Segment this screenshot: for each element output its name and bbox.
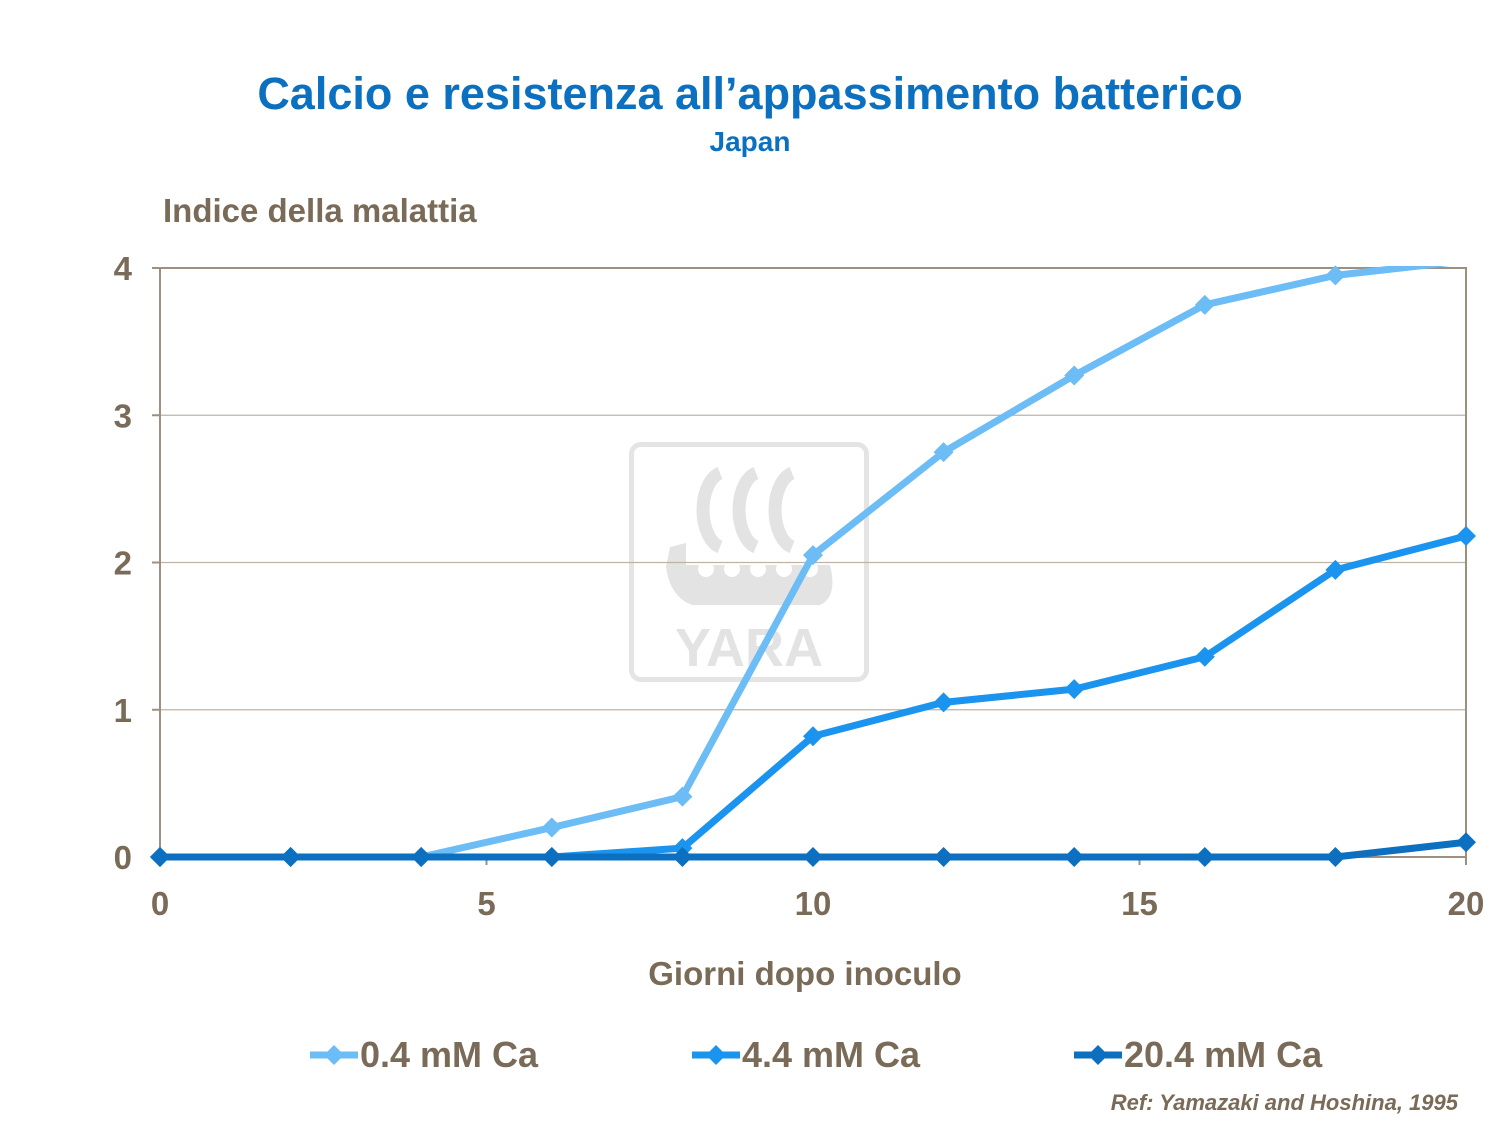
reference-note: Ref: Yamazaki and Hoshina, 1995 [1110,1090,1458,1115]
data-point-series-1 [541,817,562,838]
x-tick-label: 10 [795,885,832,922]
data-point-series-1 [933,442,954,463]
x-tick-label: 15 [1121,885,1158,922]
x-tick-label: 0 [151,885,169,922]
legend-swatch-series-3 [1074,1045,1122,1065]
legend-label-series-3: 20.4 mM Ca [1124,1034,1323,1075]
data-point-series-2 [1064,679,1085,700]
data-point-series-3 [541,847,562,867]
data-point-series-1 [672,786,693,807]
data-point-series-3 [672,847,693,867]
legend-item-series-1: 0.4 mM Ca [308,1030,538,1080]
data-point-series-3 [1064,847,1085,867]
data-point-series-3 [280,847,301,867]
data-point-series-3 [1456,832,1476,853]
data-point-series-1 [1194,294,1215,315]
data-point-series-3 [411,847,432,867]
y-tick-label: 2 [114,545,132,582]
data-point-series-2 [803,726,823,747]
data-point-series-1 [1325,265,1346,286]
y-tick-label: 1 [114,692,132,729]
legend: 0.4 mM Ca 4.4 mM Ca 20.4 mM Ca [0,1030,1500,1080]
legend-label-series-1: 0.4 mM Ca [360,1034,539,1075]
y-tick-label: 4 [114,250,133,287]
x-tick-label: 5 [477,885,495,922]
data-point-series-3 [803,847,823,867]
chart-title: Calcio e resistenza all’appassimento bat… [257,68,1243,119]
data-point-series-3 [1325,847,1346,867]
legend-swatch-series-1 [310,1045,358,1065]
x-tick-label: 20 [1448,885,1485,922]
series-line-2 [160,532,1467,861]
legend-swatch-series-2 [692,1045,740,1065]
data-point-series-3 [150,847,170,867]
data-point-series-2 [1325,559,1346,580]
chart-subtitle: Japan [709,126,791,157]
data-point-series-3 [933,847,954,867]
data-point-series-1 [803,545,823,566]
legend-item-series-3: 20.4 mM Ca [1072,1030,1322,1080]
data-point-series-1 [1064,365,1085,386]
x-axis-label: Giorni dopo inoculo [648,955,962,992]
data-point-series-2 [933,692,954,713]
data-point-series-2 [1456,525,1476,546]
y-tick-label: 0 [114,839,132,876]
legend-item-series-2: 4.4 mM Ca [690,1030,920,1080]
y-tick-label: 3 [114,397,132,434]
y-axis-label: Indice della malattia [163,192,477,229]
legend-label-series-2: 4.4 mM Ca [742,1034,921,1075]
data-point-series-2 [1194,646,1215,667]
data-point-series-3 [1194,847,1215,867]
